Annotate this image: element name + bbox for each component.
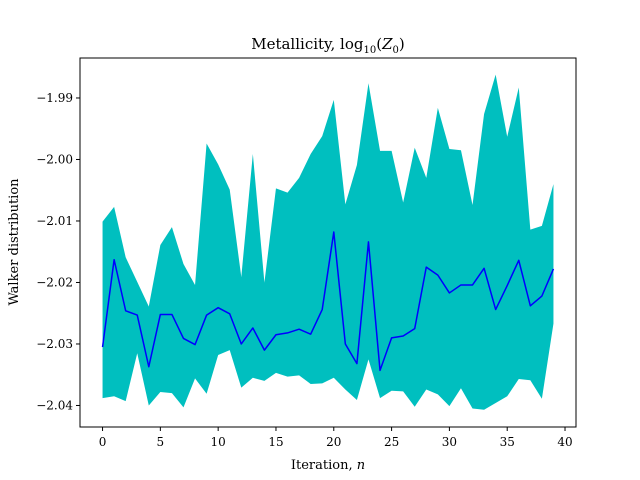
x-axis-ticks: 0 5 10 15 20 25 30 35 40 bbox=[99, 427, 573, 449]
y-tick-label: −2.03 bbox=[36, 337, 73, 351]
median-point bbox=[263, 349, 265, 351]
y-axis-label: Walker distribution bbox=[7, 178, 22, 306]
median-point bbox=[171, 313, 173, 315]
y-axis-ticks: −2.04 −2.03 −2.02 −2.01 −2.00 −1.99 bbox=[36, 91, 80, 412]
median-point bbox=[529, 305, 531, 307]
median-point bbox=[448, 292, 450, 294]
median-point bbox=[113, 259, 115, 261]
median-point bbox=[552, 268, 554, 270]
median-line bbox=[101, 231, 555, 372]
median-point bbox=[321, 309, 323, 311]
median-point bbox=[217, 307, 219, 309]
walker-spread-band bbox=[102, 74, 554, 410]
y-tick-label: −2.00 bbox=[36, 152, 73, 166]
median-point bbox=[506, 285, 508, 287]
y-tick-label: −2.02 bbox=[36, 275, 73, 289]
median-point bbox=[125, 310, 127, 312]
median-point bbox=[194, 344, 196, 346]
median-point bbox=[402, 335, 404, 337]
x-tick-label: 35 bbox=[500, 435, 515, 449]
median-point bbox=[344, 343, 346, 345]
median-point bbox=[379, 369, 381, 371]
median-point bbox=[391, 337, 393, 339]
median-point bbox=[136, 314, 138, 316]
x-axis-label: Iteration, n bbox=[291, 458, 365, 473]
median-point bbox=[414, 328, 416, 330]
median-point bbox=[483, 267, 485, 269]
x-tick-label: 5 bbox=[157, 435, 165, 449]
x-tick-label: 30 bbox=[442, 435, 457, 449]
median-point bbox=[356, 363, 358, 365]
median-point bbox=[287, 332, 289, 334]
median-point bbox=[182, 337, 184, 339]
median-point bbox=[518, 259, 520, 261]
median-point bbox=[310, 333, 312, 335]
median-point bbox=[460, 284, 462, 286]
plot-area bbox=[101, 74, 555, 410]
median-point bbox=[206, 314, 208, 316]
x-tick-label: 20 bbox=[326, 435, 341, 449]
median-point bbox=[298, 328, 300, 330]
median-point bbox=[541, 295, 543, 297]
median-point bbox=[275, 334, 277, 336]
y-tick-label: −2.04 bbox=[36, 398, 73, 412]
median-point bbox=[437, 274, 439, 276]
chart-title: Metallicity, log10(Z0) bbox=[251, 35, 405, 56]
x-tick-label: 10 bbox=[211, 435, 226, 449]
x-tick-label: 15 bbox=[268, 435, 283, 449]
median-point bbox=[252, 327, 254, 329]
median-point bbox=[229, 313, 231, 315]
median-point bbox=[159, 313, 161, 315]
median-point bbox=[425, 266, 427, 268]
x-tick-label: 40 bbox=[557, 435, 572, 449]
median-point bbox=[472, 284, 474, 286]
y-tick-label: −2.01 bbox=[36, 214, 73, 228]
median-point bbox=[333, 231, 335, 233]
median-point bbox=[102, 346, 104, 348]
x-tick-label: 0 bbox=[99, 435, 107, 449]
median-point bbox=[148, 366, 150, 368]
median-point bbox=[240, 343, 242, 345]
y-tick-label: −1.99 bbox=[36, 91, 73, 105]
x-tick-label: 25 bbox=[384, 435, 399, 449]
median-point bbox=[495, 309, 497, 311]
median-point bbox=[367, 241, 369, 243]
axes-frame bbox=[79, 57, 577, 428]
